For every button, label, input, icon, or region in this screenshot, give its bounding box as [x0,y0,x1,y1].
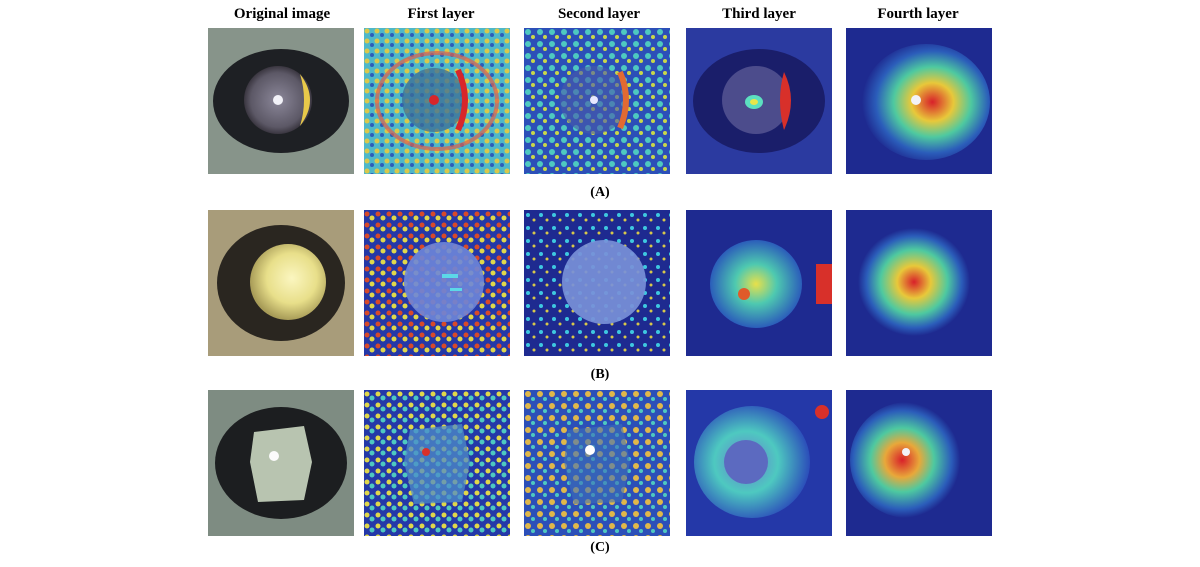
row-a-label: (A) [590,185,610,200]
row-a-first-layer-heatmap [364,28,510,174]
row-c-fourth-layer-heatmap [846,390,992,536]
row-a-second-layer-heatmap [524,28,670,174]
header-fourth-layer: Fourth layer [877,6,959,22]
row-b-fourth-layer-heatmap [846,210,992,356]
header-original-image: Original image [233,6,331,22]
row-b-first-layer-heatmap [364,210,510,356]
header-third-layer: Third layer [722,6,796,22]
row-a-original-image [208,28,354,174]
row-c-first-layer-heatmap [364,390,510,536]
row-a-fourth-layer-heatmap [846,28,992,174]
row-c-second-layer-heatmap [524,390,670,536]
row-b-third-layer-heatmap [686,210,832,356]
row-c-original-image [208,390,354,536]
row-a-third-layer-heatmap [686,28,832,174]
header-second-layer: Second layer [557,6,641,22]
row-b-original-image [208,210,354,356]
row-b-second-layer-heatmap [524,210,670,356]
row-c-third-layer-heatmap [686,390,832,536]
row-c-label: (C) [590,540,610,555]
row-b-label: (B) [590,367,610,382]
header-first-layer: First layer [407,6,475,22]
